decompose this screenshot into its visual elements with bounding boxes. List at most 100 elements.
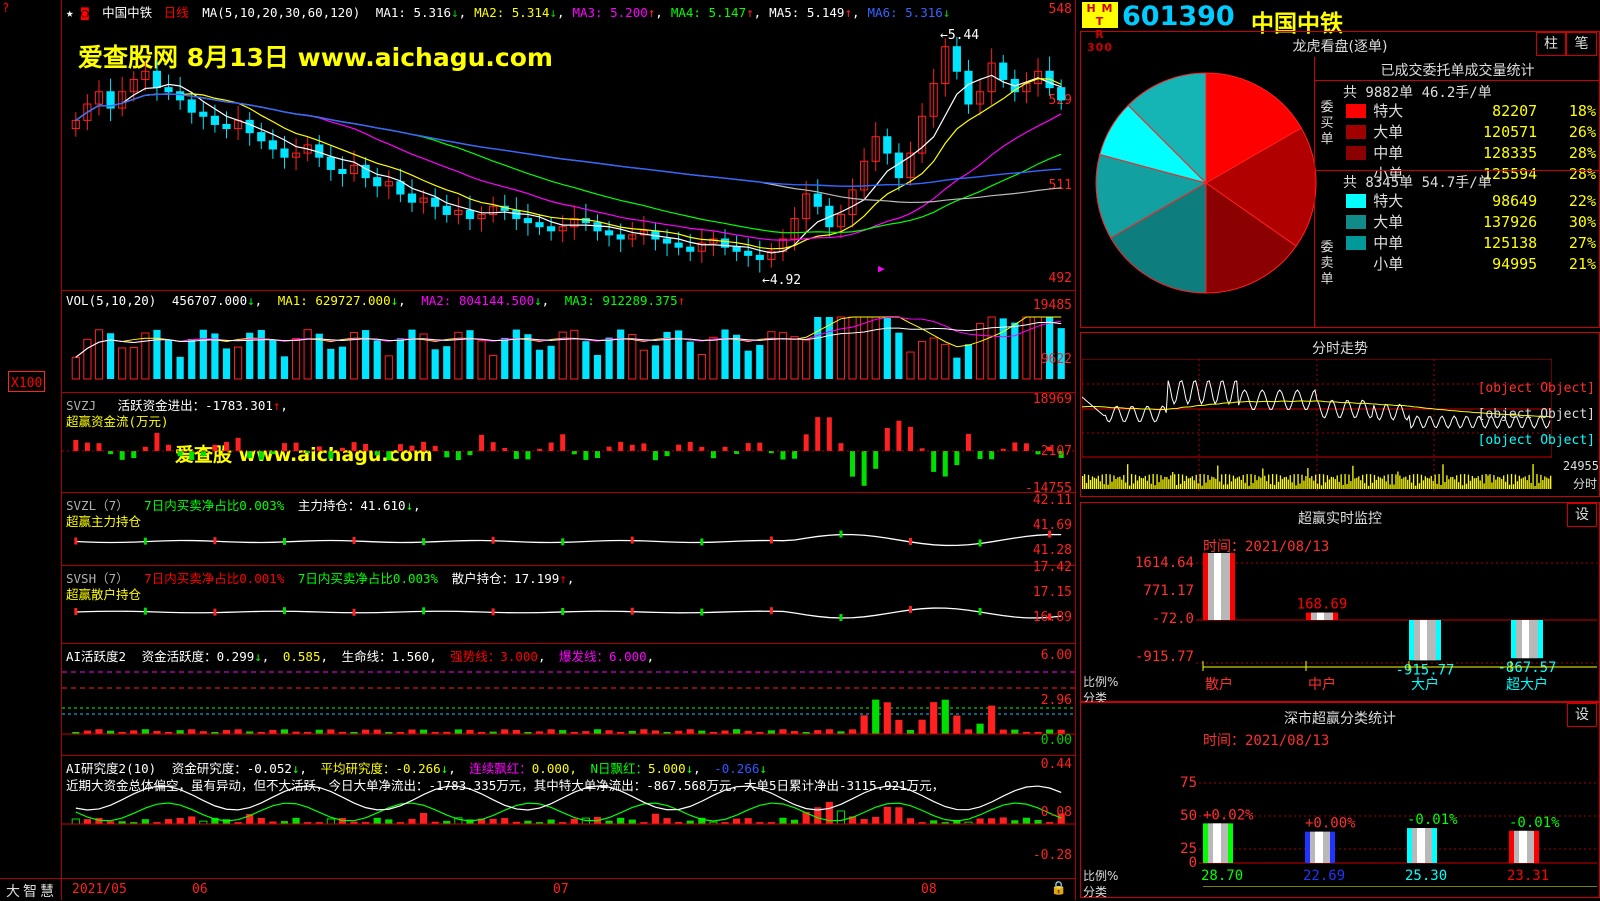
intraday-volume-label: 24955 <box>1562 459 1599 473</box>
ma-label: MA6: <box>867 5 906 20</box>
svzj-indicator-name[interactable]: SVZJ <box>66 398 97 413</box>
ai-research-arrow5: ↓ <box>759 761 767 776</box>
monitor-axis-tick: 1614.64 <box>1135 555 1194 571</box>
classify-chart: 7550250+0.02%28.70散户+0.00%22.69中户-0.01%2… <box>1180 775 1597 887</box>
pie-slice-6 <box>1127 72 1207 185</box>
bottom-date-axis: 大智慧 2021/05 06 07 08 🔒 <box>0 878 1075 900</box>
right-info-pane: H M T R 300 601390 中国中铁 龙虎看盘(逐单) 柱 笔 已成交… <box>1075 0 1600 900</box>
volume-indicator-name[interactable]: VOL(5,10,20) <box>66 293 157 308</box>
buy-label: 小单 <box>1373 165 1404 183</box>
ai-research-value3: 0.000, <box>531 761 577 776</box>
monitor-bar-1: 168.69 中户 <box>1297 597 1348 693</box>
star-icon[interactable]: ★ <box>66 5 74 20</box>
sell-swatch <box>1343 253 1370 274</box>
intraday-box: 分时走势 [object Object] [object Object] [ob… <box>1080 332 1600 497</box>
classify-bar-value: 25.30 <box>1405 868 1447 884</box>
ai-activity-panel: AI活跃度2 资金活跃度：0.299↓, 0.585, 生命线：1.560, 强… <box>62 643 1075 755</box>
buy-side-label: 委买单 <box>1320 100 1334 147</box>
hmt-badge-line1: H M T <box>1086 2 1114 28</box>
svsh-panel: SVSH（7） 7日内买卖净占比0.001% 7日内买卖净占比0.003% 散户… <box>62 565 1075 643</box>
sell-label: 小单 <box>1373 255 1404 273</box>
date-tick: 08 <box>921 882 937 897</box>
classify-axis-tick: 0 <box>1189 855 1197 871</box>
ai-activity-indicator-name[interactable]: AI活跃度2 <box>66 649 127 664</box>
candlestick-chart <box>71 36 1066 273</box>
intraday-axis-tick: [object Object] <box>1477 381 1595 396</box>
ma-label: MA4: <box>670 5 709 20</box>
ai-research-label2: 平均研究度： <box>320 761 396 776</box>
classify-bar-3: -0.01%23.31超大 <box>1507 815 1560 884</box>
period-label[interactable]: 日线 <box>163 5 189 20</box>
ai-activity-value2b: 1.560 <box>391 649 430 664</box>
tab-bi[interactable]: 笔 <box>1566 32 1597 56</box>
svsh-value: 17.199 <box>514 571 560 586</box>
price-axis-tick: 492 <box>1048 271 1072 286</box>
monitor-bar-category: 散户 <box>1205 676 1233 693</box>
hmt-badge-line2: R 300 <box>1087 28 1113 54</box>
ai-activity-value4: 6.000 <box>609 649 647 664</box>
classify-box: 深市超赢分类统计 设 时间：2021/08/13 75 50 25 0 +0.02% 28… <box>1080 702 1600 899</box>
svzj-panel: SVZJ 活跃资金进出：-1783.301↑, 超赢资金流(万元) <box>62 392 1075 492</box>
ai-research-header: AI研究度2(10) 资金研究度：-0.052↓, 平均研究度：-0.266↓,… <box>66 761 767 776</box>
svzj-label: 活跃资金进出： <box>117 398 206 413</box>
ai-activity-label3: 强势线： <box>450 649 501 664</box>
svzl-green-text: 7日内买卖净占比0.003% <box>144 498 285 513</box>
monitor-setting-button[interactable]: 设 <box>1567 503 1597 527</box>
intraday-chart <box>1082 359 1552 494</box>
sell-row: 特大 98649 22% <box>1343 190 1599 211</box>
ai-research-label1: 资金研究度： <box>171 761 247 776</box>
alarm-icon[interactable]: ◙ <box>81 5 89 20</box>
order-pie-chart <box>1095 72 1317 294</box>
classify-bar-pct: +0.00% <box>1305 816 1356 832</box>
monitor-time-label: 时间：2021/08/13 <box>1203 539 1330 555</box>
tab-zhu[interactable]: 柱 <box>1536 32 1566 56</box>
volume-axis-tick: 19485 <box>1032 298 1072 313</box>
svzj-panel-header: SVZJ 活跃资金进出：-1783.301↑, <box>66 395 288 414</box>
volume-ma2-arrow: ↓ <box>534 293 542 308</box>
svzl-indicator-name[interactable]: SVZL（7） <box>66 498 129 513</box>
stat-divider-1 <box>1315 80 1600 81</box>
ai-research-comment: 近期大资金总体偏空，虽有异动，但不大活跃，今日大单净流出：-1783.335万元… <box>66 778 945 793</box>
monitor-bar-category: 超大户 <box>1506 676 1548 693</box>
svzl-suffix: , <box>413 498 421 513</box>
ai-research-indicator-name[interactable]: AI研究度2(10) <box>66 761 157 776</box>
price-marker-high: ←5.44 <box>940 28 980 43</box>
stat-divider-2 <box>1315 170 1600 171</box>
volume-panel: VOL(5,10,20) 456707.000↓, MA1: 629727.00… <box>62 290 1075 392</box>
classify-bar-0: +0.02%28.70散户 <box>1201 807 1254 884</box>
svzl-panel: SVZL（7） 7日内买卖净占比0.003% 主力持仓：41.610↓, 超赢主… <box>62 492 1075 565</box>
svzj-bars <box>62 417 1075 486</box>
intraday-side-label: 分时 <box>1572 477 1597 491</box>
classify-axis-tick: 25 <box>1180 841 1197 857</box>
classify-setting-button[interactable]: 设 <box>1567 703 1597 727</box>
price-axis-tick: 511 <box>1048 178 1072 193</box>
classify-bar-pct: -0.01% <box>1509 815 1560 831</box>
sell-swatch <box>1343 232 1370 253</box>
monitor-bar-value: -915.77 <box>1395 662 1454 678</box>
ai-research-axis-tick: 0.08 <box>1040 805 1072 820</box>
pie-slice-2 <box>1205 182 1297 294</box>
svsh-indicator-name[interactable]: SVSH（7） <box>66 571 129 586</box>
classify-bar-value: 23.31 <box>1507 868 1549 884</box>
sell-value: 125138 <box>1483 233 1538 252</box>
buy-row: 中单 128335 28% <box>1343 142 1599 163</box>
question-icon[interactable]: ? <box>2 0 10 15</box>
monitor-chart: 1614.64散户168.69中户-915.77大户-867.57超大户1614… <box>1135 553 1597 693</box>
lock-icon[interactable]: 🔒 <box>1050 881 1067 896</box>
volume-ma3-value: 912289.375 <box>602 293 678 308</box>
ma-value: 5.147 <box>708 5 747 20</box>
volume-panel-header: VOL(5,10,20) 456707.000↓, MA1: 629727.00… <box>66 293 686 308</box>
buy-value: 82207 <box>1492 101 1538 120</box>
hmt-badge: H M T R 300 <box>1082 2 1118 54</box>
lhkp-box: 龙虎看盘(逐单) 柱 笔 已成交委托单成交量统计 委买单 共 9882单 46.… <box>1080 31 1600 328</box>
ai-research-label4: N日飘红： <box>590 761 648 776</box>
buy-summary: 共 9882单 46.2手/单 <box>1343 85 1492 101</box>
buy-swatch <box>1343 142 1370 163</box>
classify-bar-pct: +0.02% <box>1203 807 1254 823</box>
buy-stat-table: 特大 82207 18% 大单 120571 26% 中单 128335 28% 小单 125594… <box>1343 100 1599 184</box>
sell-label: 特大 <box>1373 192 1404 210</box>
stock-title: 中国中铁 <box>1251 11 1343 37</box>
lhkp-title: 龙虎看盘(逐单) <box>1292 39 1388 55</box>
